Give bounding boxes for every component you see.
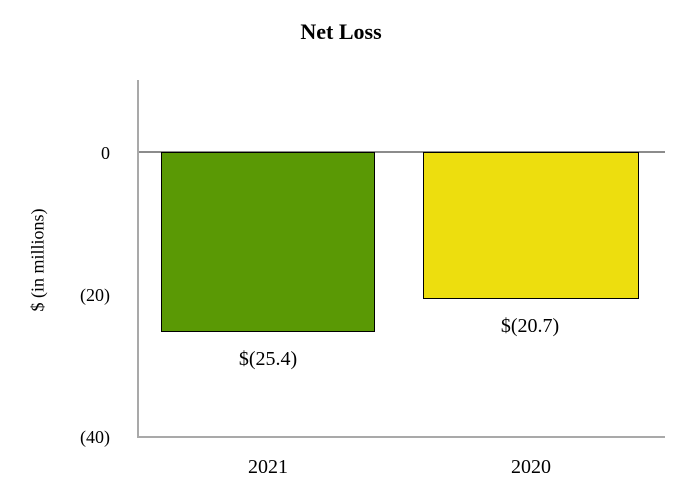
chart-title: Net Loss — [300, 19, 382, 44]
zero-gridline — [139, 151, 665, 153]
bar-2020 — [423, 152, 639, 299]
x-category-2021: 2021 — [248, 456, 288, 478]
y-tick-minus-20: (20) — [80, 285, 110, 305]
value-label-2020: $(20.7) — [500, 315, 560, 337]
x-category-2020: 2020 — [511, 456, 551, 478]
plot-area: $(25.4) $(20.7) — [137, 80, 665, 438]
bar-2021 — [161, 152, 375, 332]
y-tick-zero: 0 — [101, 143, 110, 163]
value-label-2021: $(25.4) — [238, 348, 298, 370]
y-tick-minus-40: (40) — [80, 427, 110, 447]
